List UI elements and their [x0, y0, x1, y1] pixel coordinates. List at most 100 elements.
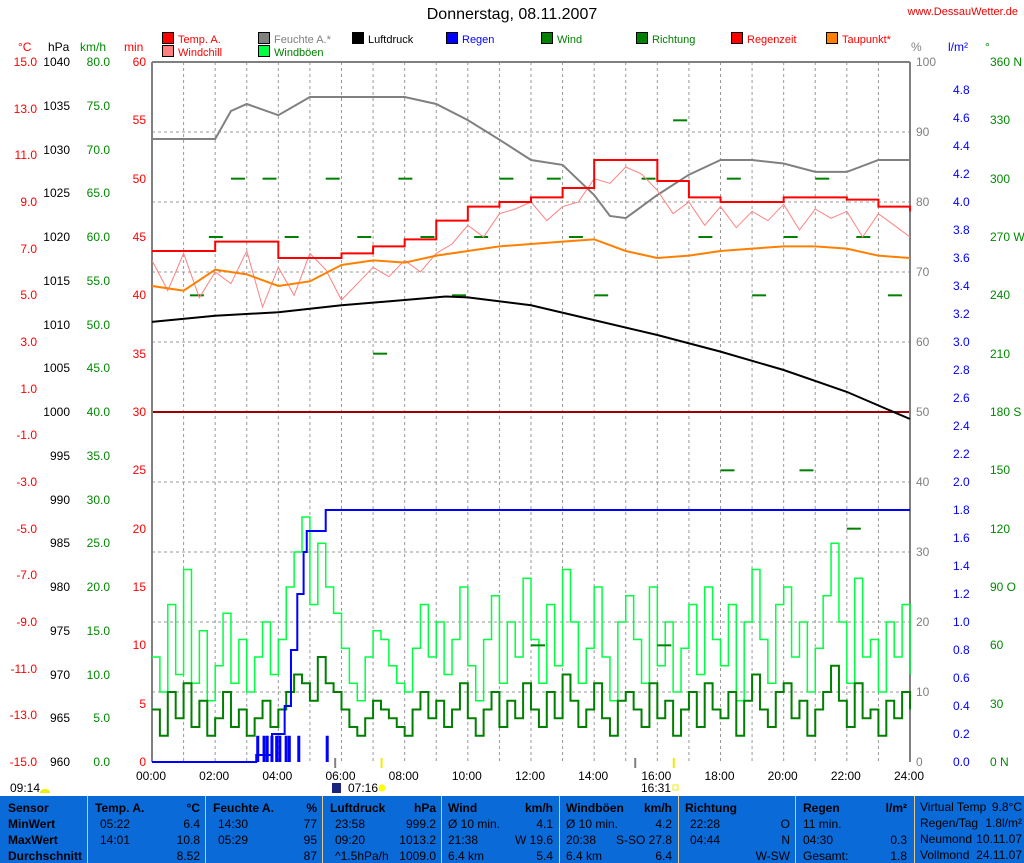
tick-temp: -9.0 [16, 615, 37, 629]
sunset-time: 16:31 [641, 781, 672, 795]
header-press: Luftdruck [330, 801, 386, 815]
weather-chart [40, 61, 911, 793]
legend-label: Windböen [274, 47, 324, 59]
tick-rain: 4.2 [953, 167, 970, 181]
tick-rain: 4.0 [953, 195, 970, 209]
cell-press-time: 23:58 [335, 817, 366, 831]
tick-kmh: 55.0 [86, 273, 110, 288]
cell-temp-value: 6.4 [183, 817, 200, 831]
cell-gust-time: 20:38 [566, 833, 597, 847]
column-divider [205, 796, 206, 863]
header-dir: Richtung [685, 801, 737, 815]
moonrise-time: 09:14 [10, 781, 41, 795]
tick-min: 40 [132, 288, 146, 303]
direction-mark [641, 177, 656, 180]
sunset-icon [672, 784, 679, 791]
header-sensor: Sensor [8, 801, 49, 815]
cell-rain-time: 11 min. [803, 817, 842, 831]
cell-wind-value: 4.1 [536, 817, 553, 831]
series-windboeen [152, 516, 911, 702]
legend-item: Taupunkt* [826, 32, 891, 46]
legend-swatch [446, 32, 458, 44]
tick-rain: 3.8 [953, 223, 970, 237]
column-divider [322, 796, 323, 863]
tick-kmh: 25.0 [86, 536, 110, 551]
cell-rain-value: 1.8 [890, 849, 907, 863]
tick-temp: 15.0 [13, 55, 37, 69]
tick-temp: 9.0 [20, 195, 37, 209]
direction-mark [452, 294, 467, 297]
tick-kmh: 10.0 [86, 667, 110, 682]
direction-mark [726, 177, 741, 180]
tick-deg: 120 [990, 521, 1011, 536]
tick-rain: 1.2 [953, 587, 970, 601]
tick-deg: 270 W [990, 230, 1024, 244]
tick-min: 55 [132, 113, 146, 128]
tick-temp: -13.0 [9, 708, 37, 723]
unit-min: min [124, 40, 144, 54]
extra-value: 9.8°C [991, 800, 1022, 814]
legend-item: Richtung [636, 32, 695, 46]
tick-temp: -5.0 [16, 521, 37, 536]
tick-deg: 150 [990, 463, 1011, 478]
extra-value: 1.8l/m² [985, 816, 1022, 830]
series-wind [152, 656, 911, 737]
direction-mark [815, 177, 830, 180]
column-divider [87, 796, 88, 863]
cell-gust-time: Ø 10 min. [566, 817, 619, 831]
tick-hpa: 1020 [43, 230, 70, 244]
cell-gust-value: S-SO 27.8 [615, 833, 672, 847]
cell-dir-value: N [781, 833, 790, 847]
header-unit-press: hPa [413, 801, 436, 815]
rain-bar [278, 735, 282, 762]
cell-hum-time: 05:29 [218, 833, 249, 847]
site-link[interactable]: www.DessauWetter.de [907, 6, 1018, 18]
tick-kmh: 15.0 [86, 623, 110, 638]
tick-pct: 100 [916, 55, 937, 69]
header-unit-wind: km/h [524, 801, 553, 815]
tick-hpa: 970 [49, 667, 70, 682]
extra-value: 10.11.07 [976, 832, 1022, 846]
legend-label: Regenzeit [747, 34, 797, 46]
direction-mark [568, 236, 583, 238]
cell-hum-time: 14:30 [218, 817, 249, 831]
rain-bar [275, 735, 279, 762]
direction-mark [846, 527, 861, 530]
direction-mark [230, 177, 245, 180]
tick-temp: 3.0 [20, 335, 37, 349]
tick-deg: 180 S [990, 405, 1022, 419]
tick-rain: 2.4 [953, 419, 970, 433]
tick-deg: 300 [990, 171, 1011, 186]
moon-phase-icon [332, 783, 341, 793]
tick-hpa: 1035 [43, 98, 70, 113]
legend-swatch [162, 45, 174, 57]
tick-deg: 30 [990, 696, 1004, 711]
cell-wind-value: 5.4 [536, 849, 553, 863]
cell-wind-value: W 19.6 [514, 833, 553, 847]
cell-hum-value: 87 [303, 849, 317, 863]
tick-kmh: 30.0 [86, 492, 110, 507]
cell-wind-time: Ø 10 min. [448, 817, 501, 831]
column-divider [795, 796, 796, 863]
tick-hpa: 1000 [43, 405, 70, 419]
legend-label: Regen [462, 34, 495, 46]
series-luftdruck [151, 295, 911, 420]
tick-min: 0 [139, 755, 146, 769]
tick-hpa: 975 [49, 623, 70, 638]
direction-mark [856, 236, 871, 238]
rain-bar [284, 735, 288, 762]
header-unit-hum: % [306, 801, 317, 815]
tick-kmh: 40.0 [86, 405, 110, 419]
tick-temp: -15.0 [9, 755, 37, 769]
tick-rain: 2.8 [953, 363, 970, 377]
direction-mark [531, 644, 545, 647]
tick-hpa: 1010 [43, 317, 70, 332]
rain-bar [287, 735, 291, 762]
tick-time: 00:00 [136, 769, 167, 783]
header-unit-gust: km/h [643, 801, 672, 815]
tick-kmh: 80.0 [86, 55, 110, 69]
header-rain: Regen [803, 801, 840, 815]
cell-wind-time: 21:38 [448, 833, 479, 847]
direction-mark [499, 177, 514, 180]
cell-dir-value: O [780, 817, 790, 831]
